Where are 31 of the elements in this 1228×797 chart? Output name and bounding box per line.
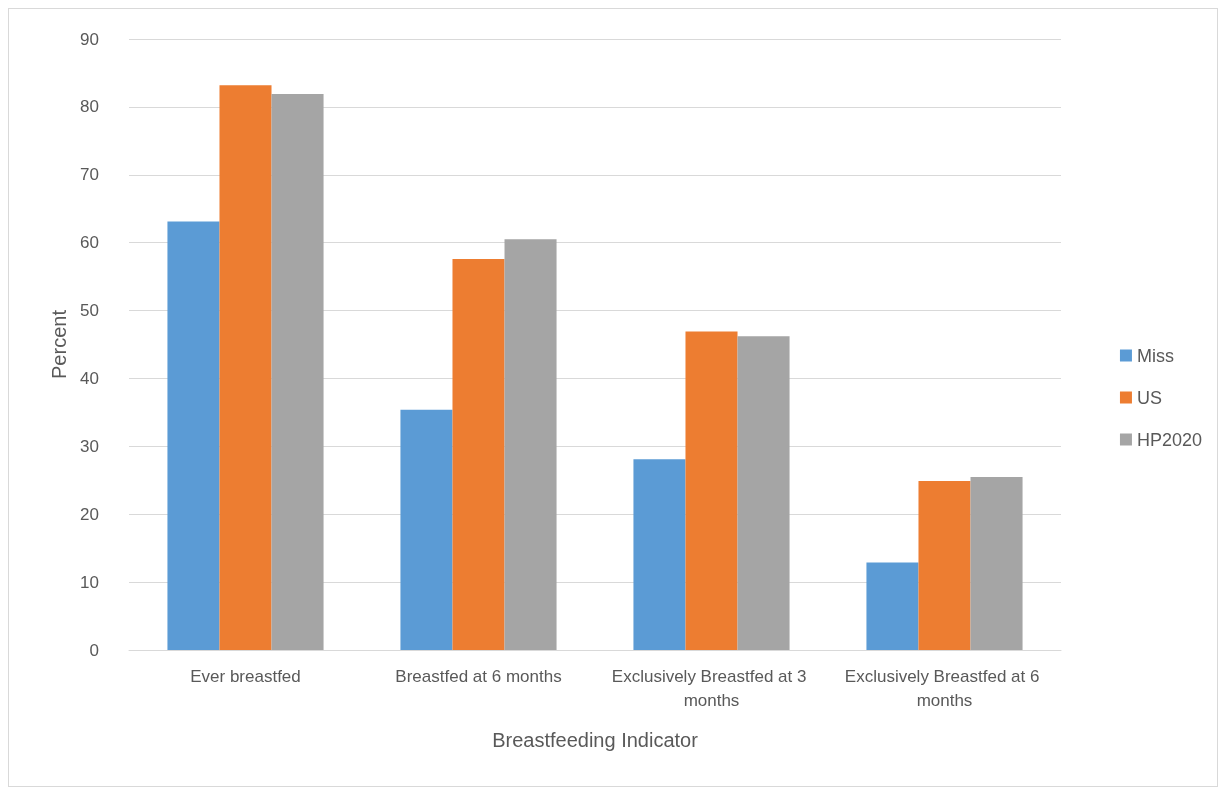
- y-tick-label: 50: [80, 301, 99, 321]
- bar: [400, 409, 453, 650]
- legend-label: US: [1136, 387, 1162, 408]
- y-tick-label: 0: [89, 640, 99, 660]
- bar: [219, 85, 272, 650]
- legend-label: Miss: [1136, 345, 1174, 366]
- bar: [866, 562, 919, 650]
- y-tick-label: 70: [80, 165, 99, 185]
- y-tick-label: 40: [80, 368, 99, 388]
- bar: [167, 221, 220, 650]
- x-axis-title: Breastfeeding Indicator: [492, 729, 699, 751]
- bar: [633, 459, 686, 650]
- y-tick-label: 80: [80, 97, 99, 117]
- bar: [737, 336, 790, 650]
- bar: [918, 480, 971, 650]
- y-tick-label: 90: [80, 29, 99, 49]
- y-axis-title: Percent: [48, 309, 71, 379]
- bar: [271, 93, 324, 650]
- legend-label: HP2020: [1136, 429, 1203, 450]
- x-tick-label: Breastfed at 6 months: [395, 666, 562, 686]
- x-tick-label: Exclusively Breastfed at 3 months: [611, 666, 812, 710]
- y-tick-label: 10: [80, 572, 99, 592]
- bar: [970, 476, 1023, 650]
- y-tick-label: 60: [80, 233, 99, 253]
- bar: [504, 239, 557, 650]
- bar: [685, 331, 738, 650]
- y-tick-label: 30: [80, 436, 99, 456]
- x-tick-label: Exclusively Breastfed at 6 months: [844, 666, 1045, 710]
- x-tick-label: Ever breastfed: [190, 666, 301, 686]
- bar: [452, 258, 505, 650]
- y-tick-label: 20: [80, 504, 99, 524]
